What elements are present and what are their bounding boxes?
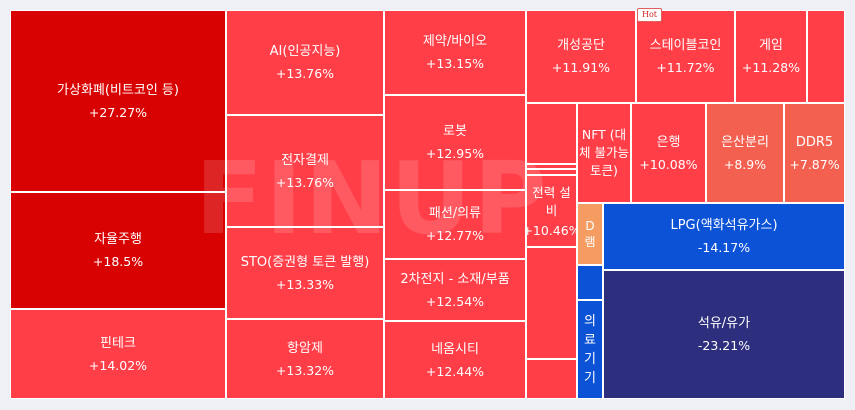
sector-tile[interactable]: 핀테크 +14.02% [10,309,226,399]
sector-name: 은행 [656,134,681,150]
sector-change: +10.46% [527,222,576,238]
sector-tile[interactable]: 석유/유가 -23.21% [603,270,845,399]
sector-tile[interactable]: 가상화폐(비트코인 등) +27.27% [10,10,226,192]
sector-tile[interactable]: D램 [577,203,603,265]
sector-name: 제약/바이오 [422,34,488,49]
sector-tile[interactable] [526,103,577,164]
sector-change: +13.76% [275,174,335,190]
sector-change: +13.33% [275,276,335,292]
sector-name: 은산분리 [721,134,769,150]
sector-name: STO(증권형 토큰 발행) [240,254,370,270]
sector-name: 2차전지 - 소재/부품 [400,271,510,287]
sector-change: +12.44% [425,363,485,379]
sector-change: +27.27% [88,104,148,120]
sector-change: +10.08% [639,156,698,172]
hot-badge: Hot [637,8,663,22]
sector-name: 자율주행 [94,232,142,247]
sector-tile[interactable]: 전력 설비 +10.46% [526,175,577,247]
sector-change: +12.54% [425,293,485,309]
sector-tile[interactable]: AI(인공지능) +13.76% [226,10,384,115]
sector-tile[interactable]: STO(증권형 토큰 발행) +13.33% [226,227,384,319]
sector-tile[interactable] [526,359,577,399]
sector-tile[interactable] [526,169,577,175]
sector-name: 패션/의류 [428,206,482,221]
sector-name: 가상화폐(비트코인 등) [57,82,179,98]
sector-name: 개성공단 [557,38,605,53]
sector-name: 게임 [759,38,783,53]
sector-change: +11.91% [551,60,611,75]
sector-tile[interactable]: 개성공단 +11.91% [526,10,636,103]
sector-change: +13.32% [275,362,335,378]
sector-name: DDR5 [795,134,834,150]
sector-name: 전자결제 [281,152,329,168]
sector-name: NFT (대체 불가능 토큰) [579,127,629,178]
sector-tile[interactable]: 항암제 +13.32% [226,319,384,399]
sector-name: 로봇 [443,124,467,139]
sector-name: 네옴시티 [431,341,479,357]
sector-tile[interactable]: 스테이블코인 +11.72% [636,10,735,103]
sector-name: 항암제 [287,340,323,356]
sector-change: +7.87% [789,156,840,172]
sector-tile[interactable]: 의료기기 [577,300,603,399]
sector-tile[interactable]: 게임 +11.28% [735,10,807,103]
sector-change: +12.77% [425,228,485,243]
sector-change: +13.76% [275,66,335,81]
sector-name: D램 [584,219,596,249]
sector-change: +14.02% [88,357,148,373]
sector-name: 핀테크 [100,335,136,351]
sector-tile[interactable]: DDR5 +7.87% [784,103,845,203]
sector-tile[interactable] [807,10,845,103]
sector-tile[interactable]: 은행 +10.08% [631,103,706,203]
sector-change: +13.15% [425,56,485,71]
sector-name: LPG(액화석유가스) [670,218,778,233]
sector-tile[interactable] [577,265,603,300]
sector-change: +11.72% [656,60,715,75]
sector-name: AI(인공지능) [269,44,341,59]
sector-tile[interactable]: 전자결제 +13.76% [226,115,384,227]
sector-tile[interactable]: NFT (대체 불가능 토큰) [577,103,631,203]
sector-change: -23.21% [697,338,751,353]
sector-change: +11.28% [741,60,801,75]
sector-name: 석유/유가 [697,316,751,331]
sector-change: +18.5% [92,254,144,269]
sector-name: 스테이블코인 [649,38,722,53]
sector-name: 전력 설비 [532,184,571,218]
sector-tile[interactable]: 은산분리 +8.9% [706,103,784,203]
sector-change: +8.9% [723,156,767,172]
sector-tile[interactable] [526,247,577,359]
sector-tile[interactable] [526,164,577,169]
sector-tile[interactable]: 네옴시티 +12.44% [384,321,526,399]
sector-tile[interactable]: 자율주행 +18.5% [10,192,226,309]
sector-name: 의료기기 [584,313,596,386]
sector-tile[interactable]: 제약/바이오 +13.15% [384,10,526,95]
sector-change: +12.95% [425,146,485,161]
sector-change: -14.17% [697,240,751,255]
sector-tile[interactable]: 패션/의류 +12.77% [384,190,526,259]
sector-tile[interactable]: LPG(액화석유가스) -14.17% [603,203,845,270]
sector-tile[interactable]: 로봇 +12.95% [384,95,526,190]
sector-tile[interactable]: 2차전지 - 소재/부품 +12.54% [384,259,526,321]
